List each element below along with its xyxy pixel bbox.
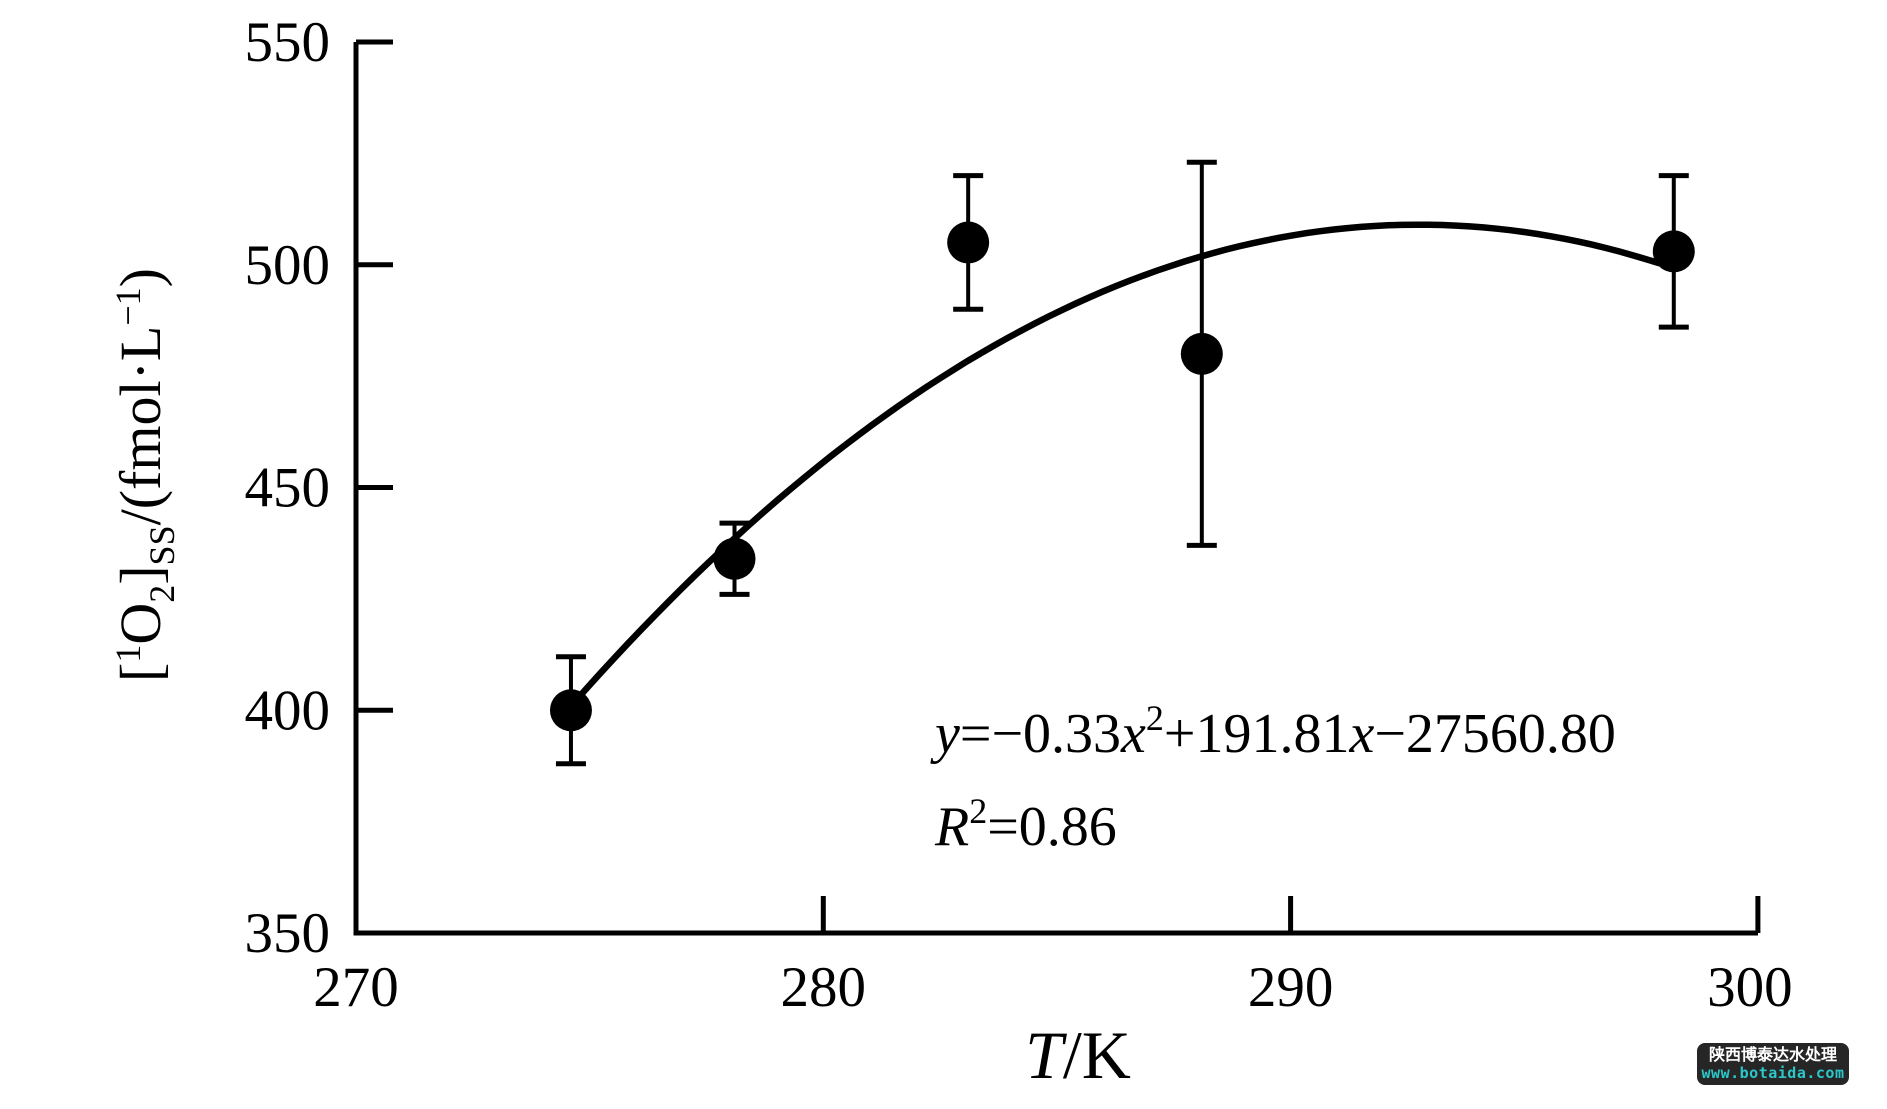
y-tick-label: 400 (245, 679, 331, 742)
data-point-marker (549, 689, 592, 732)
y-axis-title: [1O2]SS/(fmol·L−1) (108, 268, 182, 682)
data-point-group (947, 173, 990, 312)
data-point-group (1180, 159, 1223, 548)
watermark-company-name: 陕西博泰达水处理 (1708, 1045, 1837, 1065)
data-point-marker (713, 537, 756, 580)
y-axis-ticks: 350 400 450 500 550 (245, 11, 393, 965)
data-point-group (549, 654, 592, 767)
x-axis-ticks: 270 280 290 300 (313, 896, 1793, 1019)
watermark-badge: 陕西博泰达水处理 www.botaida.com (1697, 1043, 1849, 1085)
y-tick-label: 450 (245, 457, 331, 520)
r-squared-label: R2=0.86 (934, 791, 1117, 858)
data-point-group (713, 520, 756, 597)
data-point-marker (1180, 332, 1223, 375)
fit-curve-path (570, 221, 1661, 706)
fit-curve (570, 221, 1661, 706)
x-axis-title: T/K (1025, 1017, 1131, 1093)
x-tick-label: 290 (1248, 956, 1334, 1019)
data-point-marker (1652, 230, 1695, 273)
y-tick-label: 350 (245, 902, 331, 965)
watermark-url: www.botaida.com (1701, 1063, 1845, 1082)
data-points (549, 159, 1695, 767)
x-tick-label: 270 (313, 956, 399, 1019)
data-point-marker (947, 221, 990, 264)
x-tick-label: 280 (781, 956, 867, 1019)
x-tick-label: 300 (1707, 956, 1793, 1019)
data-point-group (1652, 173, 1695, 330)
y-tick-label: 550 (245, 11, 331, 74)
fit-equation-label: y=−0.33x2+191.81x−27560.80 (930, 698, 1616, 765)
y-tick-label: 500 (245, 234, 331, 297)
